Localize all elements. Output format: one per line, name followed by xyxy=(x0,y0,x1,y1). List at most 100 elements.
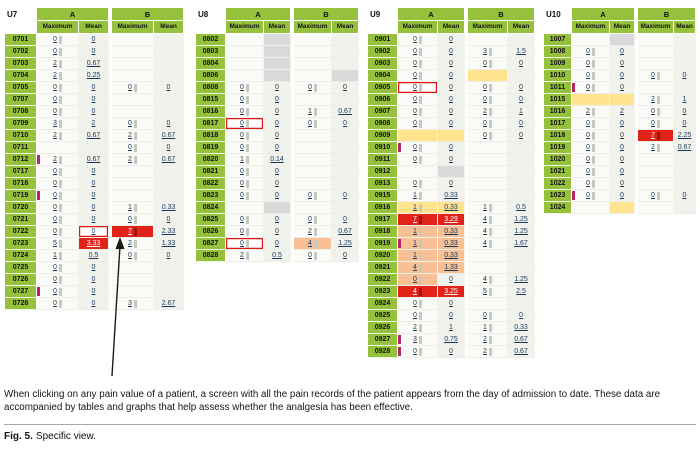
pain-value-link[interactable]: 0 xyxy=(586,72,590,79)
pain-value-link[interactable]: 0 xyxy=(240,120,244,127)
pain-value-link[interactable]: 4 xyxy=(413,264,417,271)
pain-value-link[interactable]: 2 xyxy=(586,108,590,115)
pain-value-link[interactable]: 2 xyxy=(53,156,57,163)
pain-value-link[interactable]: 2 xyxy=(651,144,655,151)
pain-value-link[interactable]: 0 xyxy=(275,108,279,115)
pain-value-link[interactable]: 0 xyxy=(620,132,624,139)
pain-value-link[interactable]: 0.33 xyxy=(444,240,458,247)
pain-value-link[interactable]: 0 xyxy=(620,180,624,187)
pain-value-link[interactable]: 1.25 xyxy=(514,276,528,283)
pain-value-link[interactable]: 0 xyxy=(343,192,347,199)
pain-value-link[interactable]: 0 xyxy=(343,216,347,223)
pain-value-link[interactable]: 0 xyxy=(682,72,687,79)
pain-value-link[interactable]: 1 xyxy=(413,252,417,259)
pain-value-link[interactable]: 2 xyxy=(413,324,417,331)
pain-value-link[interactable]: 1 xyxy=(413,240,417,247)
pain-value-link[interactable]: 0 xyxy=(275,180,279,187)
pain-value-link[interactable]: 0.67 xyxy=(86,132,101,139)
pain-value-link[interactable]: 0 xyxy=(586,168,590,175)
pain-value-link[interactable]: 0 xyxy=(519,132,523,139)
pain-value-link[interactable]: 0 xyxy=(91,216,96,223)
pain-value-link[interactable]: 0 xyxy=(449,144,453,151)
pain-value-link[interactable]: 0 xyxy=(413,144,417,151)
pain-value-link[interactable]: 1 xyxy=(519,108,523,115)
pain-value-link[interactable]: 3.25 xyxy=(444,288,458,295)
pain-value-link[interactable]: 0 xyxy=(483,120,487,127)
pain-value-link[interactable]: 0 xyxy=(53,288,57,295)
pain-value-link[interactable]: 0 xyxy=(53,216,57,223)
pain-value-link[interactable]: 0 xyxy=(519,60,523,67)
pain-value-link[interactable]: 0.33 xyxy=(161,204,176,211)
pain-value-link[interactable]: 0.67 xyxy=(338,108,352,115)
pain-value-link[interactable]: 2 xyxy=(53,72,57,79)
pain-value-link[interactable]: 0.67 xyxy=(86,156,101,163)
pain-value-link[interactable]: 0 xyxy=(53,96,57,103)
pain-value-link[interactable]: 0 xyxy=(449,60,453,67)
pain-value-link[interactable]: 2 xyxy=(620,108,624,115)
pain-value-link[interactable]: 0 xyxy=(308,84,312,91)
pain-value-link[interactable]: 0 xyxy=(586,120,590,127)
pain-value-link[interactable]: 0.67 xyxy=(514,336,528,343)
pain-value-link[interactable]: 0 xyxy=(275,84,279,91)
pain-value-link[interactable]: 0.67 xyxy=(161,132,176,139)
pain-value-link[interactable]: 0 xyxy=(275,96,279,103)
pain-value-link[interactable]: 0.14 xyxy=(270,156,284,163)
pain-value-link[interactable]: 2 xyxy=(651,96,655,103)
pain-value-link[interactable]: 0 xyxy=(91,96,96,103)
pain-value-link[interactable]: 2.5 xyxy=(516,288,526,295)
pain-value-link[interactable]: 0.33 xyxy=(444,228,458,235)
pain-value-link[interactable]: 0 xyxy=(519,84,523,91)
pain-value-link[interactable]: 2 xyxy=(308,228,312,235)
pain-value-link[interactable]: 0 xyxy=(682,108,687,115)
pain-value-link[interactable]: 0 xyxy=(275,168,279,175)
pain-value-link[interactable]: 1 xyxy=(128,204,132,211)
pain-value-link[interactable]: 0 xyxy=(449,300,453,307)
pain-value-link[interactable]: 3.33 xyxy=(86,240,101,247)
pain-value-link[interactable]: 0 xyxy=(91,276,96,283)
pain-value-link[interactable]: 3 xyxy=(413,336,417,343)
pain-value-link[interactable]: 0.33 xyxy=(444,192,458,199)
pain-value-link[interactable]: 0 xyxy=(620,60,624,67)
pain-value-link[interactable]: 0 xyxy=(682,120,687,127)
pain-value-link[interactable]: 0 xyxy=(53,84,57,91)
pain-value-link[interactable]: 0 xyxy=(413,120,417,127)
pain-value-link[interactable]: 1.25 xyxy=(338,240,352,247)
pain-value-link[interactable]: 0.67 xyxy=(86,60,101,67)
pain-value-link[interactable]: 0 xyxy=(449,348,453,355)
pain-value-link[interactable]: 1.5 xyxy=(516,48,526,55)
pain-value-link[interactable]: 2 xyxy=(53,60,57,67)
pain-value-link[interactable]: 0 xyxy=(519,96,523,103)
pain-value-link[interactable]: 0 xyxy=(449,156,453,163)
pain-value-link[interactable]: 0 xyxy=(53,36,57,43)
pain-value-link[interactable]: 0 xyxy=(53,180,57,187)
pain-value-link[interactable]: 0 xyxy=(275,192,279,199)
pain-value-link[interactable]: 0 xyxy=(449,36,453,43)
pain-value-link[interactable]: 0 xyxy=(91,288,96,295)
pain-value-link[interactable]: 0 xyxy=(128,84,132,91)
pain-value-link[interactable]: 0 xyxy=(586,132,590,139)
pain-value-link[interactable]: 0 xyxy=(483,96,487,103)
pain-value-link[interactable]: 0 xyxy=(91,192,96,199)
pain-value-link[interactable]: 0 xyxy=(449,84,453,91)
pain-value-link[interactable]: 0 xyxy=(620,120,624,127)
pain-value-link[interactable]: 0 xyxy=(586,156,590,163)
pain-value-link[interactable]: 0 xyxy=(308,252,312,259)
pain-value-link[interactable]: 0 xyxy=(586,48,590,55)
pain-value-link[interactable]: 0 xyxy=(586,192,590,199)
pain-value-link[interactable]: 0 xyxy=(413,156,417,163)
pain-value-link[interactable]: 0.67 xyxy=(338,228,352,235)
pain-value-link[interactable]: 0 xyxy=(166,144,171,151)
pain-value-link[interactable]: 0 xyxy=(413,300,417,307)
pain-value-link[interactable]: 2 xyxy=(483,336,487,343)
pain-value-link[interactable]: 0.67 xyxy=(514,348,528,355)
pain-value-link[interactable]: 0 xyxy=(586,60,590,67)
pain-value-link[interactable]: 1 xyxy=(413,192,417,199)
pain-value-link[interactable]: 0 xyxy=(91,204,96,211)
pain-value-link[interactable]: 0 xyxy=(53,300,57,307)
pain-value-link[interactable]: 0 xyxy=(308,120,312,127)
pain-value-link[interactable]: 0 xyxy=(651,72,655,79)
pain-value-link[interactable]: 0 xyxy=(166,120,171,127)
pain-value-link[interactable]: 0 xyxy=(240,168,244,175)
pain-value-link[interactable]: 0 xyxy=(449,312,453,319)
pain-value-link[interactable]: 1.67 xyxy=(514,240,528,247)
